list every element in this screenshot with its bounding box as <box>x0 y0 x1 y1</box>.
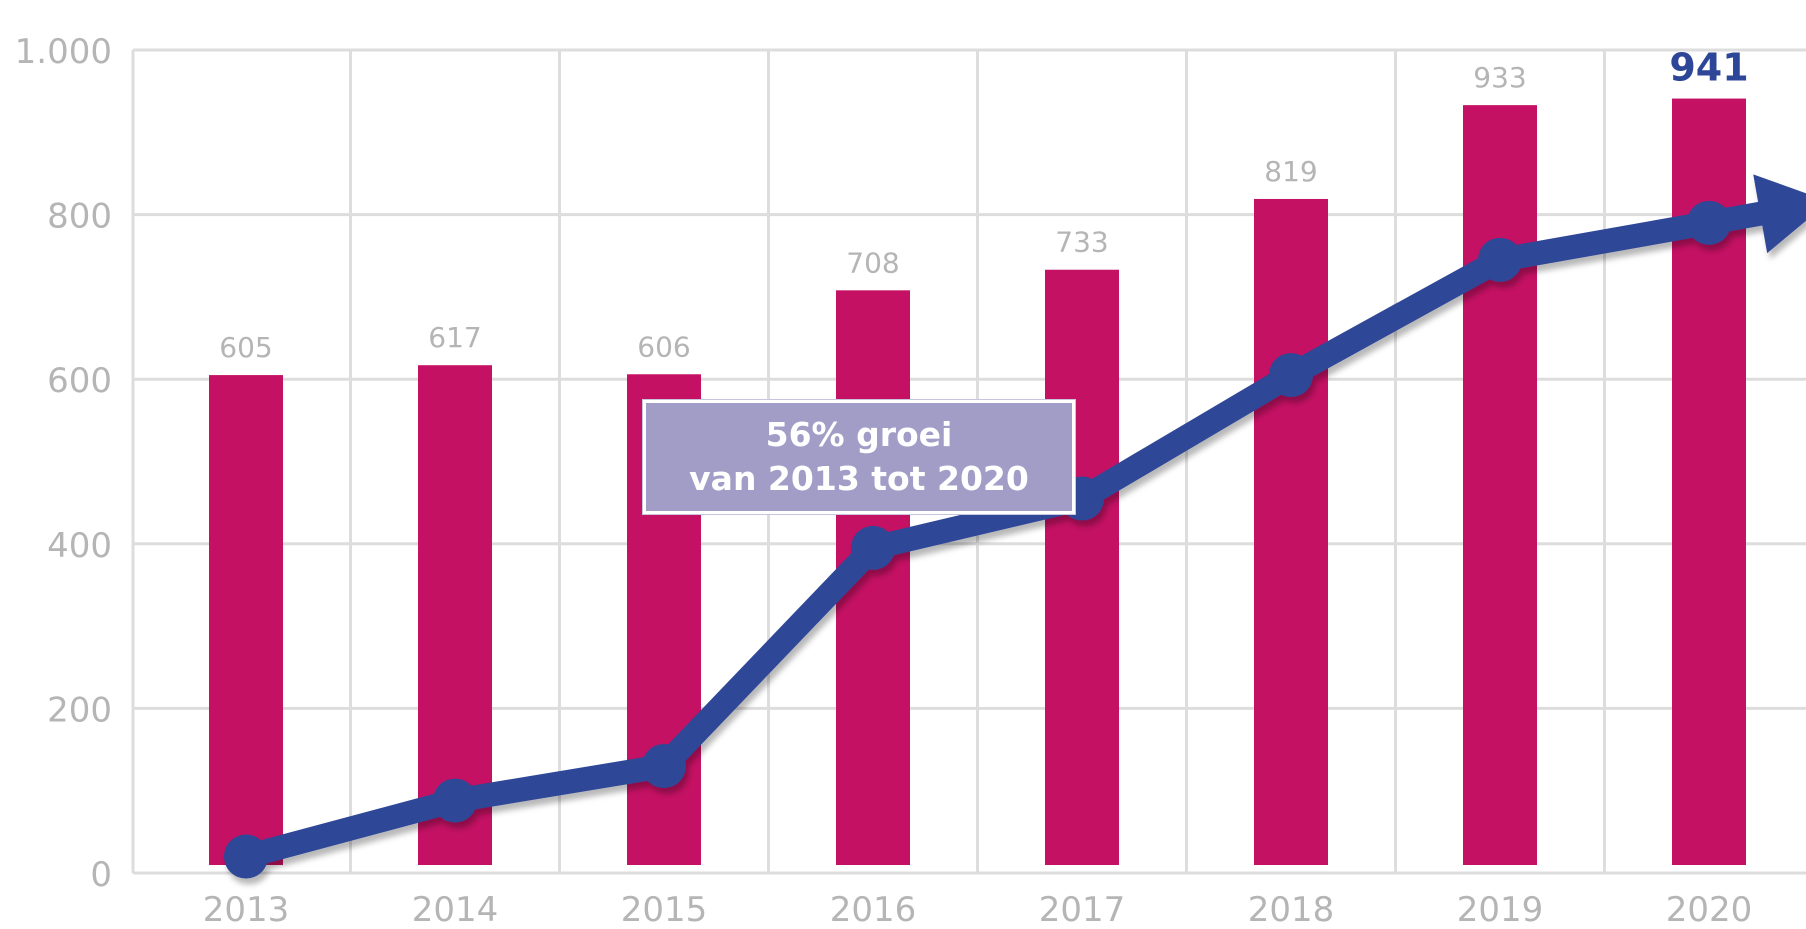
x-tick-label: 2016 <box>830 890 917 929</box>
x-tick-label: 2018 <box>1248 890 1335 929</box>
bar-2017 <box>1045 269 1119 866</box>
y-tick-label: 400 <box>47 526 112 566</box>
x-axis-tick-labels: 2013 2014 2015 2016 2017 2018 2019 2020 <box>203 890 1753 929</box>
bar-value-label-2014: 617 <box>428 321 481 354</box>
trend-point-2018 <box>1269 353 1313 398</box>
bar-value-label-2015: 606 <box>637 330 690 363</box>
bar-2018 <box>1254 198 1328 865</box>
x-tick-label: 2014 <box>412 890 499 929</box>
x-tick-label: 2019 <box>1457 890 1544 929</box>
bar-value-label-2018: 819 <box>1264 155 1317 188</box>
y-tick-label: 800 <box>47 197 112 237</box>
x-tick-label: 2020 <box>1666 890 1753 929</box>
bar-value-label-2013: 605 <box>219 331 272 364</box>
trend-point-2015 <box>642 744 686 789</box>
bar-value-label-2020: 941 <box>1669 46 1748 90</box>
y-tick-label: 600 <box>47 361 112 401</box>
growth-annotation: 56% groei van 2013 tot 2020 <box>643 400 1075 514</box>
bar-value-label-2017: 733 <box>1055 226 1108 259</box>
bar-value-label-2016: 708 <box>846 246 899 279</box>
x-tick-label: 2017 <box>1039 890 1126 929</box>
grid-lines <box>131 48 1806 875</box>
y-tick-label: 200 <box>47 690 112 730</box>
trend-point-2016 <box>851 525 895 570</box>
x-tick-label: 2015 <box>621 890 708 929</box>
trend-point-2014 <box>433 778 477 823</box>
trend-arrowhead <box>1753 174 1806 254</box>
trend-point-2019 <box>1478 237 1522 282</box>
trend-arrow <box>224 174 1806 879</box>
y-tick-label: 0 <box>90 855 112 895</box>
growth-annotation-line2: van 2013 tot 2020 <box>689 459 1029 498</box>
x-tick-label: 2013 <box>203 890 290 929</box>
bar-2013 <box>209 375 283 865</box>
bar-2019 <box>1463 105 1537 866</box>
trend-point-2020 <box>1687 200 1731 245</box>
trend-point-2013 <box>224 834 268 879</box>
y-tick-label: 1.000 <box>15 32 112 72</box>
bar-value-labels: 605 617 606 708 733 819 933 941 <box>219 46 1748 365</box>
bar-value-label-2019: 933 <box>1473 61 1526 94</box>
y-axis-tick-labels: 0 200 400 600 800 1.000 <box>15 32 112 895</box>
growth-annotation-line1: 56% groei <box>765 415 953 454</box>
